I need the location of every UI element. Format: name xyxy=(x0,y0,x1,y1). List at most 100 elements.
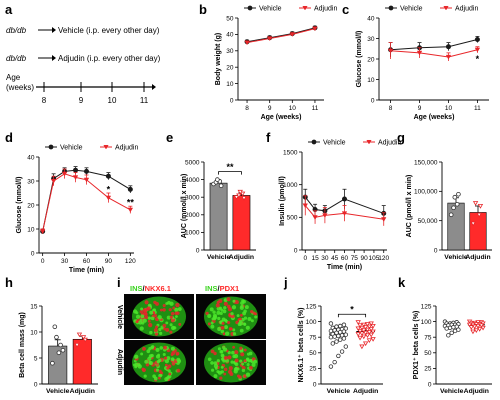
x-tick-label: 30 xyxy=(61,258,69,265)
data-point-adjudin xyxy=(361,328,367,334)
green-cell xyxy=(230,312,234,316)
data-point-adjudin xyxy=(76,332,83,338)
data-point-adjudin xyxy=(105,195,112,201)
y-tick-label: 15 xyxy=(30,303,38,310)
red-nucleus xyxy=(144,315,149,320)
legend-label-vehicle: Vehicle xyxy=(323,140,346,147)
data-point-adjudin xyxy=(244,40,250,46)
data-point-adjudin xyxy=(361,334,367,340)
green-cell xyxy=(150,353,154,358)
green-cell xyxy=(219,306,222,310)
data-point-adjudin xyxy=(357,328,363,334)
red-nucleus xyxy=(154,332,159,336)
green-cell xyxy=(241,362,244,366)
green-cell xyxy=(217,326,222,332)
series-line-adjudin xyxy=(390,49,478,58)
data-point-adjudin xyxy=(359,331,365,337)
green-cell xyxy=(223,306,227,310)
red-nucleus xyxy=(254,312,257,316)
data-point-vehicle xyxy=(105,173,111,179)
data-point-vehicle xyxy=(332,359,337,365)
red-nucleus xyxy=(229,327,233,331)
data-point-vehicle xyxy=(334,324,339,329)
series-line-vehicle xyxy=(390,39,478,51)
data-point-adjudin xyxy=(368,332,374,338)
green-cell xyxy=(138,320,143,325)
green-cell xyxy=(217,316,221,321)
data-point-vehicle xyxy=(328,328,334,334)
data-point-adjudin xyxy=(477,204,484,209)
green-cell xyxy=(210,321,214,325)
red-nucleus xyxy=(155,325,159,329)
timeline-tick-label: 9 xyxy=(79,96,84,105)
red-nucleus xyxy=(176,368,181,373)
red-nucleus xyxy=(219,376,223,380)
data-point-adjudin xyxy=(470,329,476,335)
y-tick-label: 0 xyxy=(428,381,432,388)
x-axis-title: Time (min) xyxy=(327,264,362,271)
x-category-label-vehicle: Vehicle xyxy=(444,254,468,261)
treatment-label-vehicle: Vehicle (i.p. every other day) xyxy=(58,26,160,35)
green-cell xyxy=(159,331,163,335)
x-tick-label: 9 xyxy=(418,105,422,112)
y-tick-label: 5 xyxy=(34,355,38,362)
legend-label-adjudin: Adjudin xyxy=(314,6,337,13)
green-cell xyxy=(213,361,218,366)
red-nucleus xyxy=(239,313,243,317)
green-cell xyxy=(221,317,226,322)
green-cell xyxy=(170,357,175,362)
image-title-nkx61: INS/NKX6.1 xyxy=(130,284,171,293)
green-cell xyxy=(175,315,178,318)
data-point-adjudin xyxy=(416,50,423,56)
data-point-adjudin xyxy=(366,338,373,344)
data-point-vehicle xyxy=(448,212,454,218)
data-point-vehicle xyxy=(336,353,341,359)
red-nucleus xyxy=(221,321,225,325)
green-cell xyxy=(239,359,243,363)
data-point-adjudin xyxy=(370,337,376,342)
x-axis-title: Age (weeks) xyxy=(414,114,455,121)
green-cell xyxy=(147,316,152,320)
y-tick-label: 0 xyxy=(294,247,298,254)
panel-b-chart: b 0 10 20 30 40 50 Body weight (g) 8 9 10 11 Age (we… xyxy=(199,2,337,121)
x-tick-label: 120 xyxy=(125,258,136,265)
green-cell xyxy=(222,359,226,363)
red-nucleus xyxy=(169,330,173,334)
x-tick-label: 15 xyxy=(311,255,319,262)
series-line-vehicle xyxy=(246,27,316,43)
green-cell xyxy=(170,346,175,351)
red-nucleus xyxy=(139,310,144,314)
bar-adjudin xyxy=(72,338,92,385)
x-tick-label: 105 xyxy=(368,255,379,262)
green-cell xyxy=(144,359,149,364)
panel-letter: f xyxy=(266,130,271,145)
green-cell xyxy=(231,350,235,355)
data-point-adjudin xyxy=(302,203,309,209)
red-nucleus xyxy=(175,302,180,308)
data-point-vehicle xyxy=(338,337,343,342)
red-nucleus xyxy=(205,311,209,316)
y-tick-label: 75 xyxy=(309,335,317,342)
green-cell xyxy=(169,323,173,327)
green-cell xyxy=(222,309,227,314)
data-point-vehicle xyxy=(332,334,337,339)
red-nucleus xyxy=(178,322,182,326)
y-tick-label: 30 xyxy=(27,178,35,185)
panel-letter: e xyxy=(166,130,173,145)
data-point-vehicle xyxy=(330,341,335,346)
significance-marker: * xyxy=(350,305,354,315)
x-tick-label: 45 xyxy=(331,255,339,262)
data-point-adjudin xyxy=(61,171,68,177)
data-point-vehicle xyxy=(58,342,63,348)
green-cell xyxy=(231,305,237,310)
row-label-vehicle: Vehicle xyxy=(116,305,123,329)
image-title-pdx1: INS/PDX1 xyxy=(205,284,239,293)
data-point-adjudin xyxy=(72,175,79,180)
green-cell xyxy=(222,347,228,352)
green-cell xyxy=(214,366,218,370)
green-cell xyxy=(230,360,234,364)
significance-bracket xyxy=(218,171,242,175)
green-cell xyxy=(234,367,239,371)
